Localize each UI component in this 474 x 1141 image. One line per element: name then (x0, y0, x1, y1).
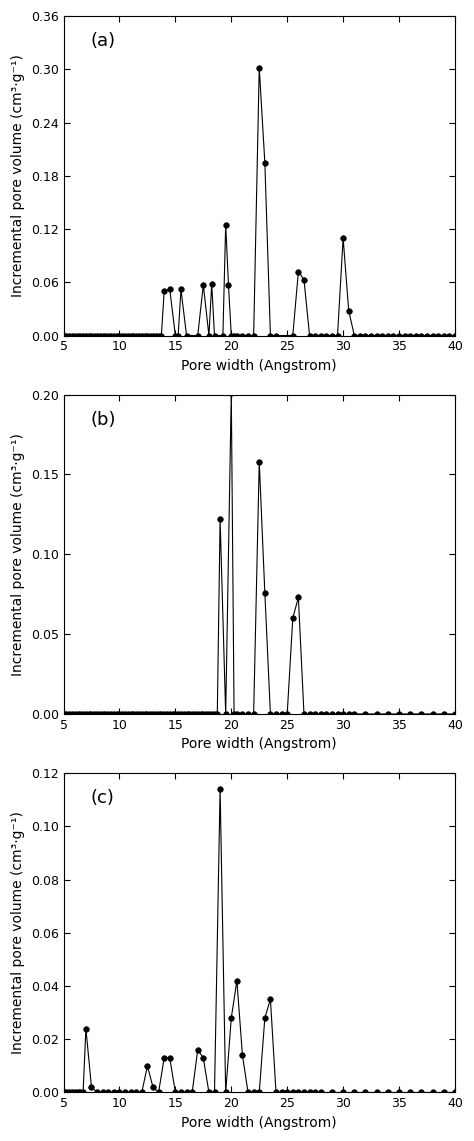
Y-axis label: Incremental pore volume (cm³·g⁻¹): Incremental pore volume (cm³·g⁻¹) (11, 55, 25, 298)
Text: (b): (b) (91, 411, 117, 429)
Y-axis label: Incremental pore volume (cm³·g⁻¹): Incremental pore volume (cm³·g⁻¹) (11, 811, 25, 1054)
Y-axis label: Incremental pore volume (cm³·g⁻¹): Incremental pore volume (cm³·g⁻¹) (11, 432, 25, 675)
X-axis label: Pore width (Angstrom): Pore width (Angstrom) (182, 1116, 337, 1130)
Text: (c): (c) (91, 790, 115, 807)
X-axis label: Pore width (Angstrom): Pore width (Angstrom) (182, 359, 337, 373)
X-axis label: Pore width (Angstrom): Pore width (Angstrom) (182, 737, 337, 752)
Text: (a): (a) (91, 32, 116, 50)
